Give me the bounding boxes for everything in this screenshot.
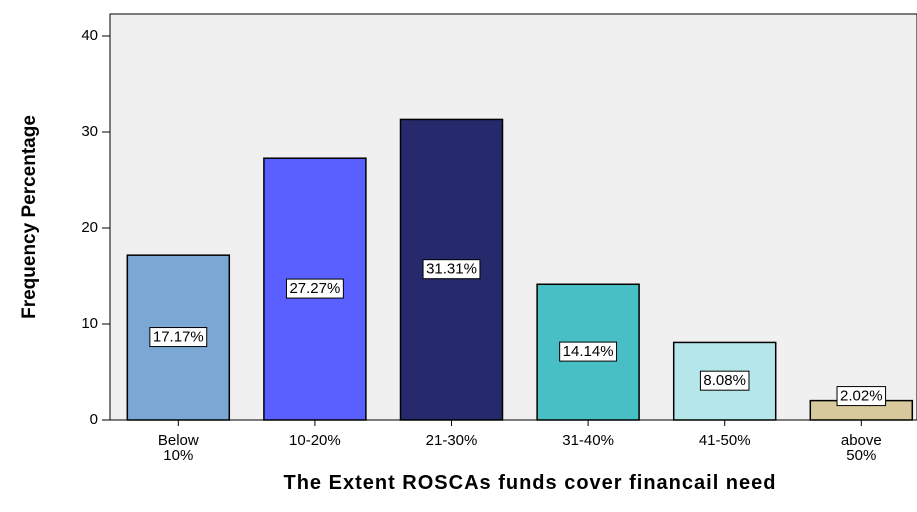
y-tick-label: 20 (81, 219, 98, 236)
value-label-box (422, 259, 481, 280)
value-label: 17.17% (153, 329, 204, 346)
y-tick-label: 0 (90, 411, 98, 428)
value-label: 14.14% (563, 343, 614, 360)
value-label: 27.27% (289, 280, 340, 297)
y-tick-label: 30 (81, 123, 98, 140)
value-label-box (699, 370, 750, 391)
value-label-box (559, 341, 618, 362)
value-label-box (149, 327, 208, 348)
x-tick-label: 41-50% (698, 432, 751, 449)
y-axis-title: Frequency Percentage (19, 115, 40, 319)
x-axis-title: The Extent ROSCAs funds cover financail … (283, 472, 777, 494)
value-label: 31.31% (426, 261, 477, 278)
value-label-box (285, 278, 344, 299)
x-tick-label: 10-20% (289, 432, 341, 449)
value-label: 2.02% (840, 388, 883, 405)
y-tick-label: 40 (81, 27, 98, 44)
value-label: 8.08% (703, 372, 746, 389)
x-tick-label: Below 10% (157, 432, 199, 464)
x-tick-label: 21-30% (425, 432, 478, 449)
y-tick-label: 10 (81, 315, 98, 332)
x-tick-label: 31-40% (562, 432, 614, 449)
value-label-box (836, 386, 887, 407)
plot-area (109, 13, 917, 421)
x-tick-label: above 50% (840, 432, 882, 464)
